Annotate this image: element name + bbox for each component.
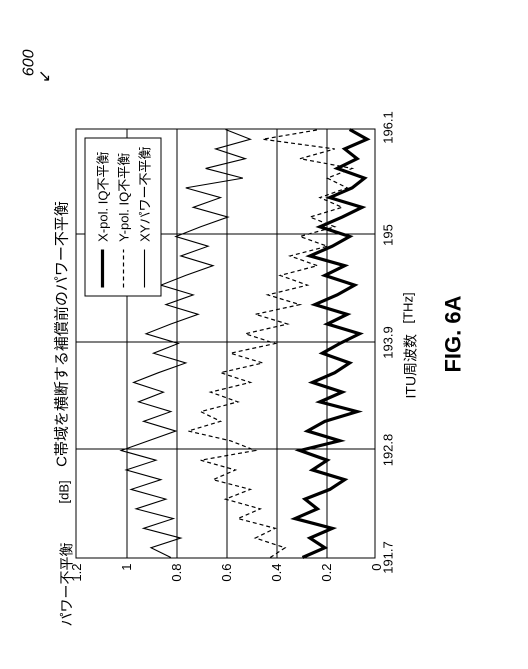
legend-label: X-pol. IQ不平衡 [93,152,112,242]
legend: X-pol. IQ不平衡Y-pol. IQ不平衡XYパワー不平衡 [85,138,162,297]
y-tick-label: 0.4 [269,564,284,582]
x-tick-label: 195 [381,224,396,246]
x-tick-label: 193.9 [381,326,396,359]
y-tick-label: 1 [119,564,134,571]
x-tick-label: 192.8 [381,434,396,467]
series-line [295,130,367,558]
legend-label: XYパワー不平衡 [135,147,154,242]
legend-swatch-icon [137,250,151,288]
legend-entry: X-pol. IQ不平衡 [93,147,112,288]
y-tick-label: 0.6 [219,564,234,582]
y-tick-label: 1.2 [69,564,84,582]
legend-label: Y-pol. IQ不平衡 [114,153,133,242]
figure-label: FIG. 6A [441,0,467,669]
legend-swatch-icon [95,250,109,288]
y-tick-label: 0.2 [319,564,334,582]
x-tick-label: 196.1 [381,111,396,144]
legend-entry: Y-pol. IQ不平衡 [114,147,133,288]
y-tick-label: 0 [369,564,384,571]
y-axis-label: パワー不平衡 [57,543,77,627]
legend-entry: XYパワー不平衡 [135,147,154,288]
plot-area: 191.7192.8193.9195196.100.20.40.60.811.2… [76,129,376,559]
x-axis-label: ITU周波数 [401,334,421,399]
series-line [188,130,352,558]
y-axis-unit: [dB] [57,480,72,503]
legend-swatch-icon [116,250,130,288]
figure-panel: 600 ↙ C帯域を横断する補償前のパワー不平衡 パワー不平衡 [dB] 191… [1,0,528,669]
y-tick-label: 0.8 [169,564,184,582]
x-axis-unit: [THz] [401,292,416,323]
